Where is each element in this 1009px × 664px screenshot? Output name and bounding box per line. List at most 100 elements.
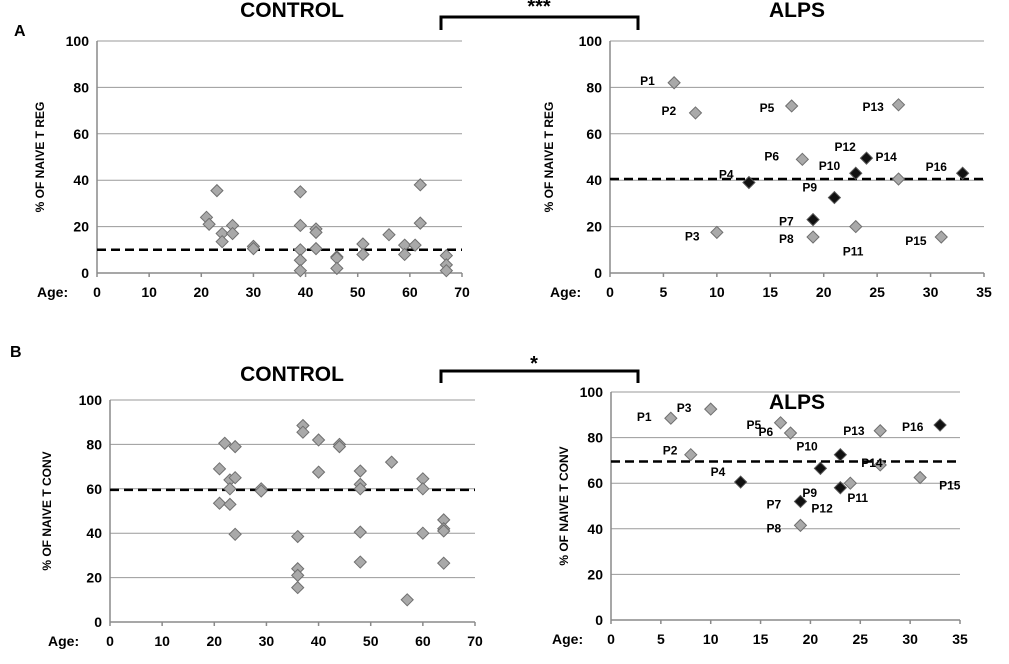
x-tick-label: 20 xyxy=(803,631,819,647)
data-point-p2 xyxy=(688,106,703,120)
x-axis-label: Age: xyxy=(552,631,583,647)
data-point-p1 xyxy=(664,411,678,425)
data-point xyxy=(309,225,323,240)
point-label: P12 xyxy=(834,140,856,154)
data-point-p5 xyxy=(773,416,788,430)
y-tick-label: 40 xyxy=(86,525,102,541)
x-tick-label: 0 xyxy=(607,631,615,647)
data-point-p8 xyxy=(793,518,808,533)
data-point xyxy=(353,482,367,496)
x-tick-label: 30 xyxy=(246,284,262,300)
x-tick-label: 70 xyxy=(467,633,483,649)
data-point xyxy=(212,462,227,476)
x-tick-label: 60 xyxy=(402,284,418,300)
data-point xyxy=(353,525,367,539)
data-point-p7 xyxy=(793,494,808,509)
data-point-p12 xyxy=(859,151,874,165)
data-point-p10 xyxy=(833,447,848,462)
data-point xyxy=(416,526,430,540)
x-tick-label: 10 xyxy=(703,631,719,647)
point-label: P4 xyxy=(719,168,734,182)
x-tick-label: 40 xyxy=(298,284,314,300)
point-label: P4 xyxy=(711,465,726,479)
data-point xyxy=(353,464,367,478)
data-point-p9 xyxy=(827,190,842,205)
point-label: P12 xyxy=(811,501,833,515)
data-point xyxy=(212,496,227,510)
data-point-p5 xyxy=(784,99,799,113)
data-point xyxy=(202,217,216,231)
x-tick-label: 10 xyxy=(154,633,170,649)
data-point-p3 xyxy=(704,402,718,416)
data-point xyxy=(254,484,268,498)
data-point xyxy=(293,263,308,278)
significance-label-a: *** xyxy=(527,0,551,18)
x-tick-label: 15 xyxy=(762,284,778,300)
x-tick-label: 35 xyxy=(976,284,992,300)
x-tick-label: 50 xyxy=(363,633,379,649)
y-tick-label: 0 xyxy=(81,265,89,281)
x-tick-label: 0 xyxy=(606,284,614,300)
point-label: P2 xyxy=(661,104,676,118)
y-axis-label: % OF NAIVE T REG xyxy=(542,102,556,213)
point-label: P8 xyxy=(766,521,781,535)
point-label: P11 xyxy=(843,245,864,259)
chart-title: CONTROL xyxy=(240,363,344,386)
y-axis-label: % OF NAIVE T CONV xyxy=(557,446,571,565)
data-point xyxy=(215,234,229,249)
y-tick-label: 40 xyxy=(587,521,603,537)
x-tick-label: 40 xyxy=(311,633,327,649)
point-label: P7 xyxy=(766,497,781,511)
x-tick-label: 0 xyxy=(106,633,114,649)
panel-letter-a: A xyxy=(14,23,26,40)
y-tick-label: 20 xyxy=(73,219,89,235)
data-point xyxy=(218,436,232,450)
chart-b-control: CONTROL % OF NAIVE T CONV 0 20 40 60 80 100 0 10 2… xyxy=(40,363,483,649)
point-label: P15 xyxy=(905,234,927,248)
data-point xyxy=(330,261,344,276)
data-point-p14 xyxy=(891,172,906,186)
data-point-p11 xyxy=(849,219,863,234)
y-tick-label: 0 xyxy=(594,265,602,281)
x-tick-label: 30 xyxy=(259,633,275,649)
x-tick-label: 35 xyxy=(952,631,968,647)
data-point-p9 xyxy=(833,481,848,495)
y-tick-label: 80 xyxy=(73,79,89,95)
point-label: P13 xyxy=(843,424,865,438)
point-label: P5 xyxy=(747,418,762,432)
data-point xyxy=(291,529,305,544)
x-tick-label: 70 xyxy=(454,284,470,300)
y-tick-label: 80 xyxy=(86,436,102,452)
x-tick-label: 30 xyxy=(902,631,918,647)
data-point xyxy=(384,455,399,469)
point-label: P14 xyxy=(861,456,883,470)
data-point xyxy=(408,238,422,252)
x-tick-label: 10 xyxy=(141,284,157,300)
data-point xyxy=(246,241,261,256)
data-point xyxy=(293,218,308,233)
data-point-p11 xyxy=(843,476,858,490)
point-label: P6 xyxy=(758,425,773,439)
point-label: P16 xyxy=(902,420,924,434)
data-point xyxy=(311,433,326,447)
data-point xyxy=(223,482,237,496)
x-tick-label: 15 xyxy=(753,631,769,647)
point-label: P7 xyxy=(779,215,794,229)
data-point xyxy=(437,524,451,538)
point-label: P13 xyxy=(863,100,885,114)
x-axis-label: Age: xyxy=(48,633,79,649)
chart-b-alps: ALPS % OF NAIVE T CONV 0 20 40 60 80 100 0 5 10 15 2… xyxy=(552,384,968,647)
point-label: P10 xyxy=(796,440,818,454)
point-label: P16 xyxy=(926,160,948,174)
data-point xyxy=(223,497,237,512)
data-point-p6 xyxy=(783,426,798,440)
y-tick-label: 20 xyxy=(587,566,603,582)
point-label: P15 xyxy=(939,479,961,493)
point-label: P5 xyxy=(760,101,775,115)
point-label: P6 xyxy=(764,149,779,163)
data-point xyxy=(293,185,308,199)
data-point-p7 xyxy=(806,212,820,227)
data-point xyxy=(225,226,240,241)
data-point xyxy=(397,247,412,262)
